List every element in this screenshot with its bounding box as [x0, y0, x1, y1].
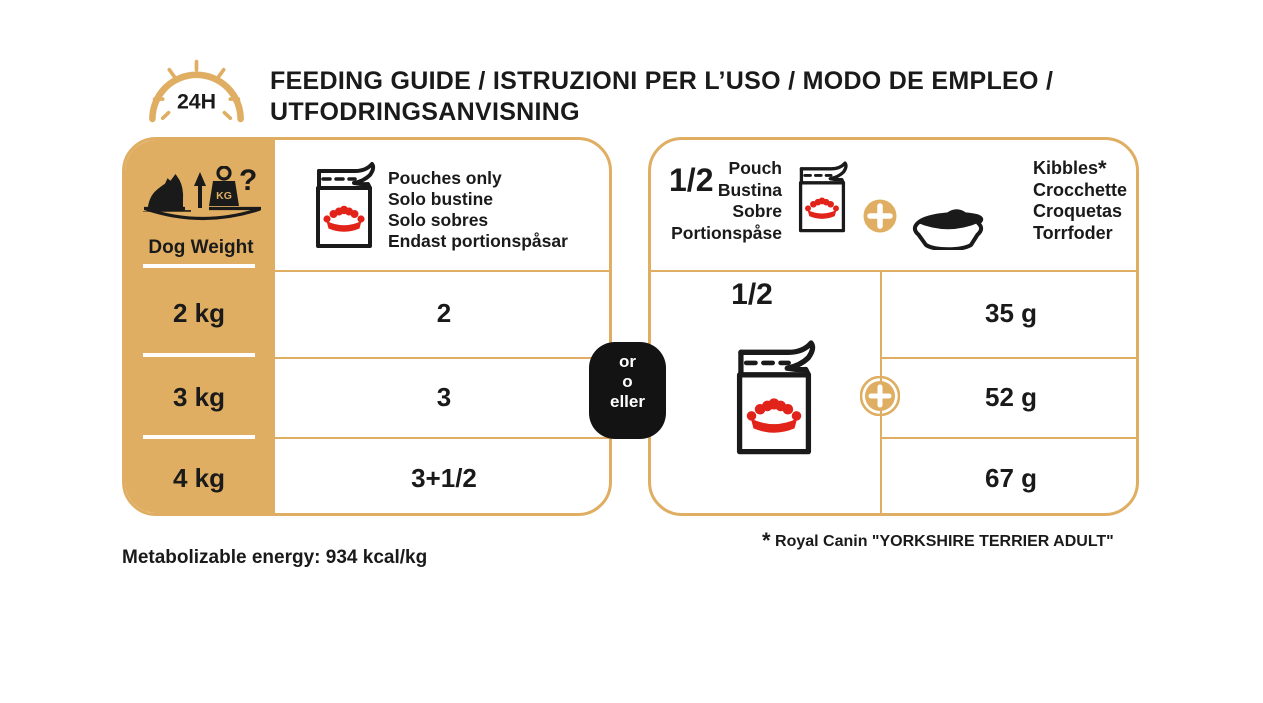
svg-text:KG: KG — [216, 190, 232, 202]
svg-text:24H: 24H — [177, 90, 216, 114]
svg-text:?: ? — [239, 166, 257, 197]
